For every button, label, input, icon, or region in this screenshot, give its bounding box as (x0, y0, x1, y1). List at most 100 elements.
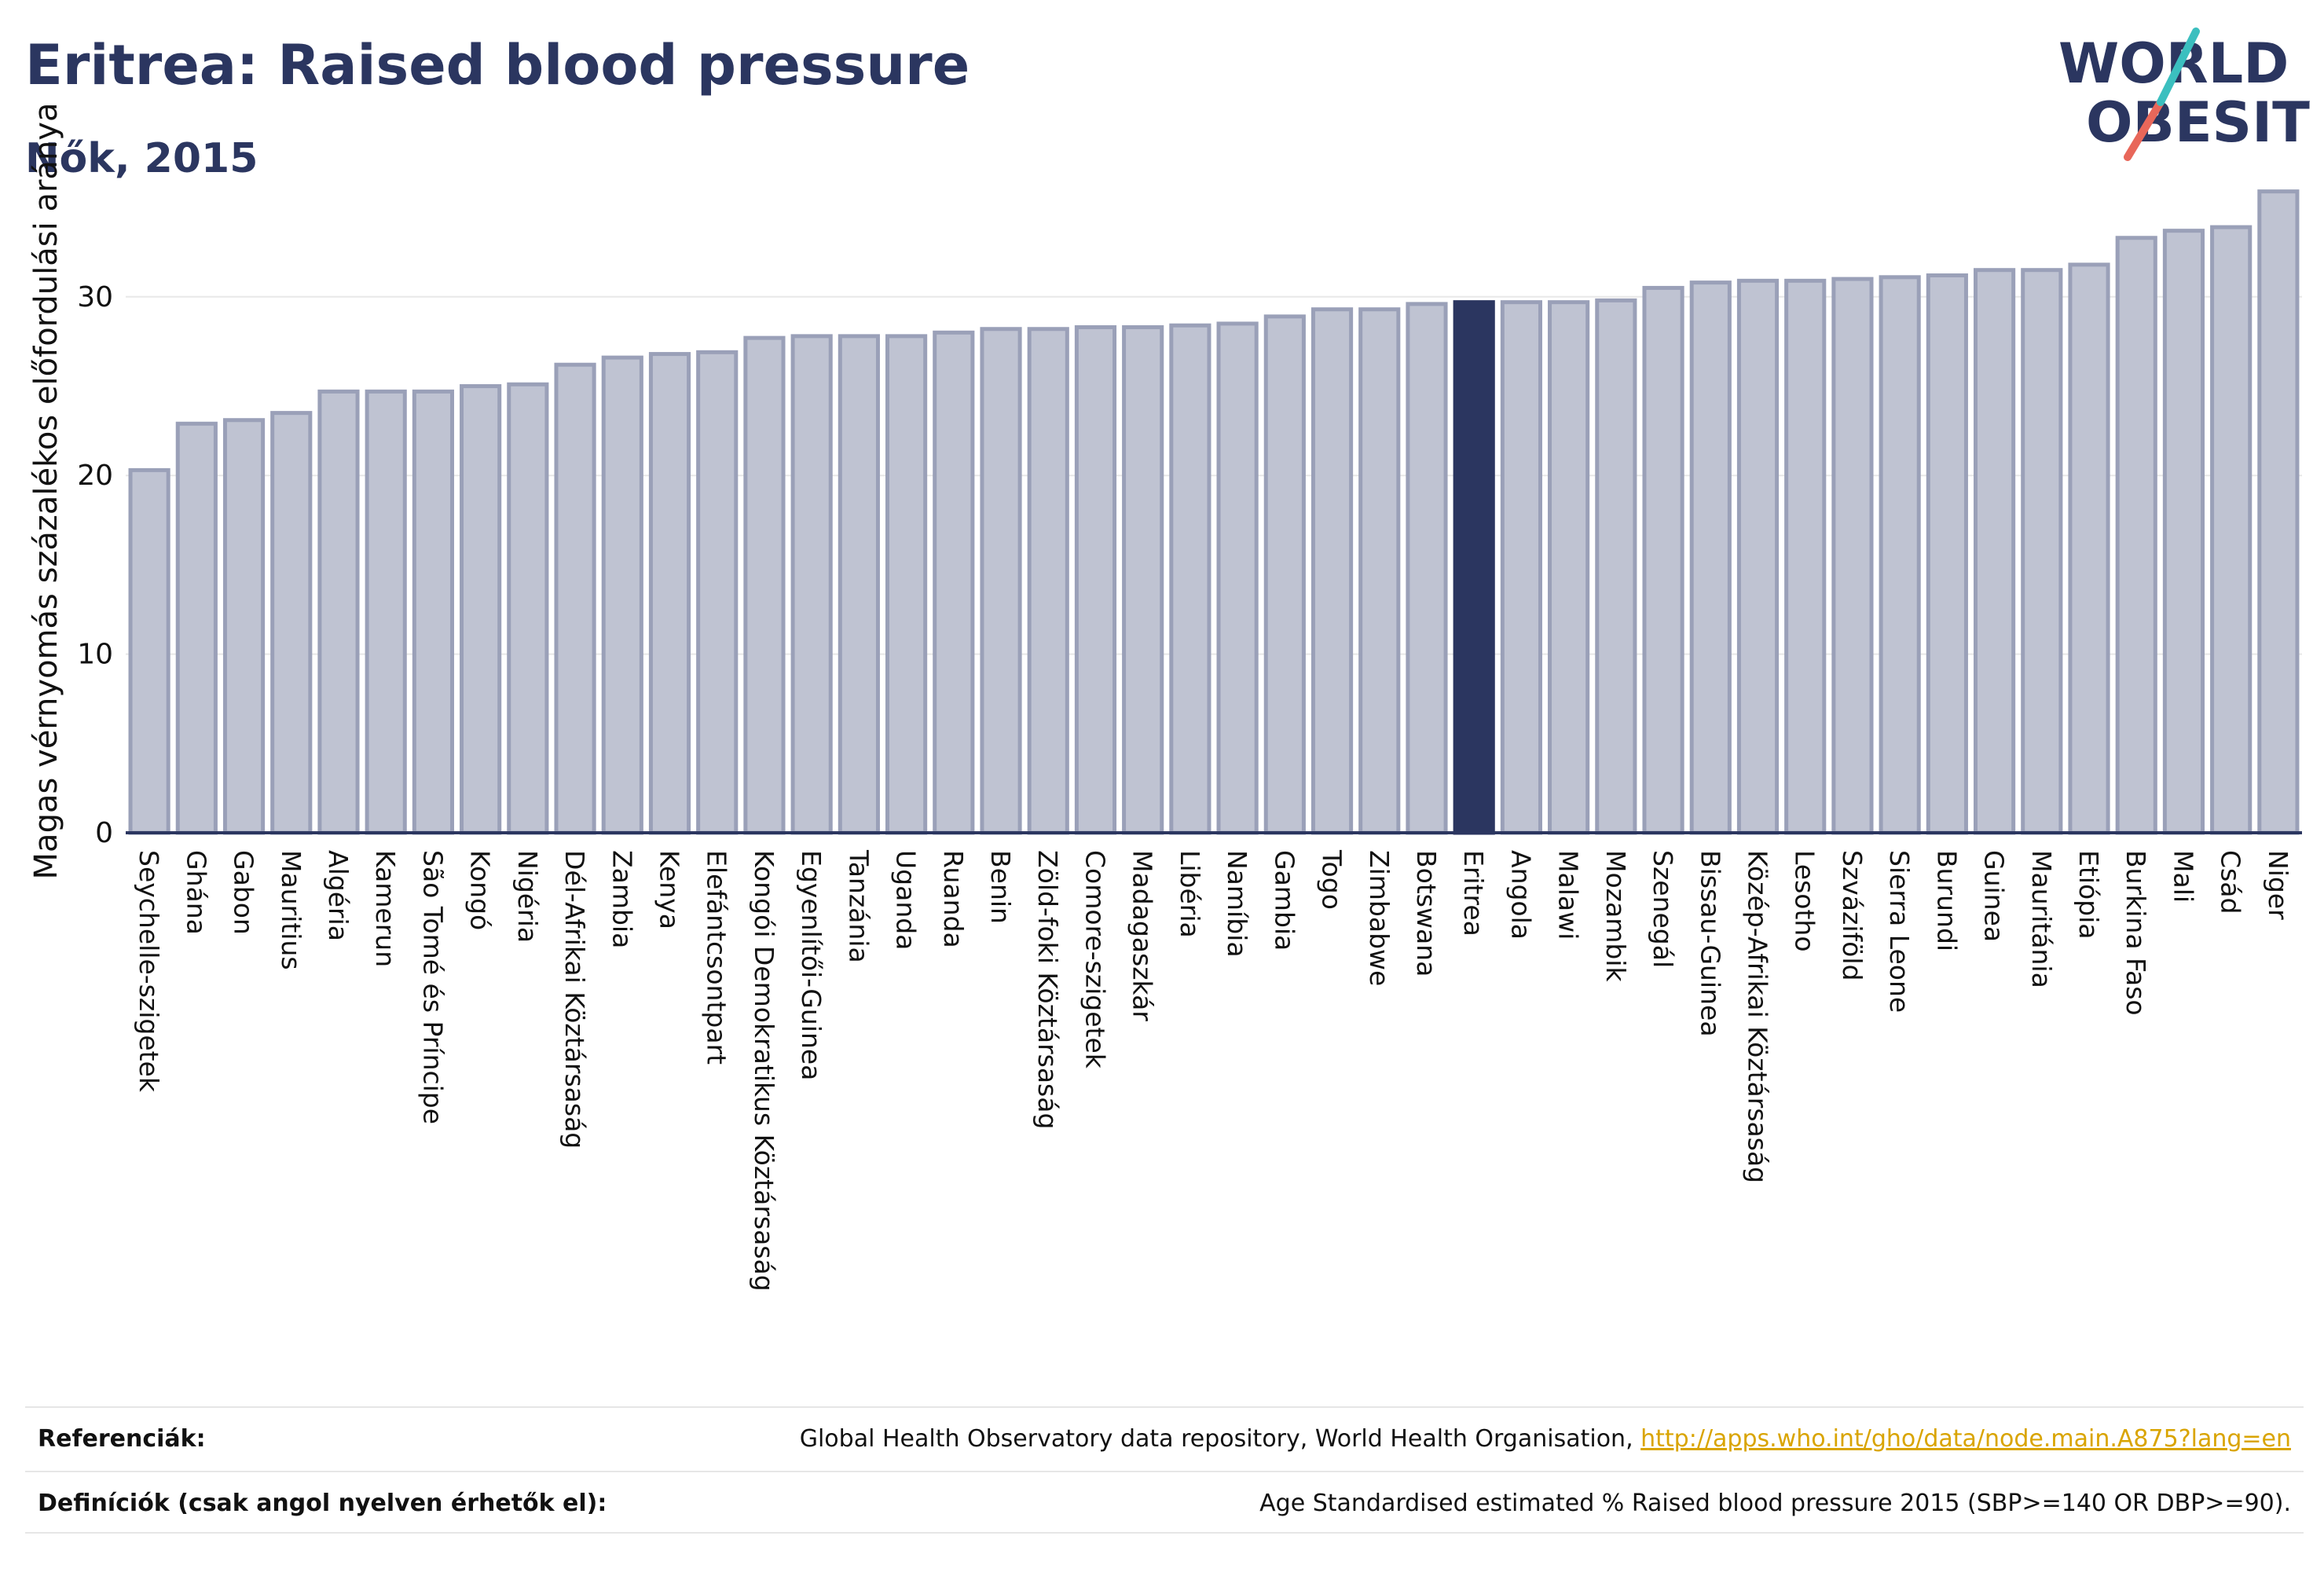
bar-szeneg-l (1642, 285, 1684, 835)
definitions-row: Definíciók (csak angol nyelven érhetők e… (25, 1471, 2304, 1535)
category-label: Burundi (1931, 850, 1962, 951)
logo-line1: WORLD (2058, 31, 2289, 96)
bar-chart: 0 10 20 30 Seychelle-szigetek Ghána Gabon Maur… (28, 103, 2302, 1292)
bar-mozambik (1595, 298, 1637, 835)
bar-lesotho (1784, 278, 1827, 835)
bar-gambia (1263, 314, 1306, 835)
bar-niger (2257, 189, 2300, 835)
category-label: Lesotho (1790, 850, 1820, 952)
category-label: Eritrea (1458, 850, 1489, 936)
y-axis-label: Magas vérnyomás százalékos előfordulási … (28, 103, 64, 880)
references-label: Referenciák: (38, 1425, 206, 1453)
bar-benin (980, 327, 1022, 835)
bar-bissau-guinea (1689, 280, 1732, 835)
category-label: Kamerun (370, 850, 401, 967)
bar-madagaszk-r (1122, 324, 1164, 835)
category-label: Kenya (654, 850, 685, 929)
world-obesity-logo: WORLD OBESITY (2058, 27, 2310, 161)
category-label: Bissau-Guinea (1695, 850, 1725, 1037)
logo-line2: OBESITY (2086, 90, 2310, 155)
bar-gh-na (175, 421, 218, 835)
category-label: Kongói Demokratikus Köztársaság (749, 850, 779, 1292)
references-row: Referenciák: Global Health Observatory d… (25, 1406, 2304, 1471)
category-label: Mozambik (1600, 850, 1631, 982)
category-label: Nigéria (512, 850, 543, 943)
bar-cs-d (2210, 225, 2253, 835)
category-label: Egyenlítői-Guinea (796, 850, 827, 1080)
bar-sierra-leone (1879, 275, 1921, 835)
category-label: Mauritius (276, 850, 306, 970)
category-label: São Tomé és Príncipe (417, 850, 448, 1124)
bar-kenya (648, 352, 691, 835)
bar-elef-ntcsontpart (696, 350, 739, 835)
bar-seychelle-szigetek (128, 467, 170, 835)
bar-kamerun (365, 389, 407, 835)
category-label: Ruanda (938, 850, 969, 948)
category-label: Niger (2263, 850, 2293, 920)
category-label: Elefántcsontpart (702, 850, 732, 1065)
bar-mali (2162, 229, 2205, 835)
bars (128, 189, 2300, 835)
bar-uganda (885, 334, 928, 835)
bar-szv-zif-ld (1831, 277, 1874, 835)
category-label: Gabon (229, 850, 259, 935)
category-label: Togo (1317, 849, 1347, 910)
bar-zambia (601, 355, 643, 835)
category-label: Angola (1505, 850, 1536, 940)
bar-s-o-tom-s-pr-ncipe (412, 389, 455, 835)
definitions-label: Definíciók (csak angol nyelven érhetők e… (38, 1490, 607, 1517)
bar-comore-szigetek (1074, 324, 1117, 835)
bar-zimbabwe (1358, 307, 1401, 835)
category-label: Guinea (1979, 850, 2010, 942)
bar-angola (1500, 300, 1542, 835)
category-label: Malawi (1553, 850, 1584, 940)
category-label: Ghána (181, 850, 211, 935)
category-label: Zimbabwe (1364, 850, 1395, 986)
bar-eritrea (1453, 300, 1495, 835)
references-value: Global Health Observatory data repositor… (800, 1425, 2291, 1453)
category-label: Etiópia (2073, 850, 2104, 940)
bar-maurit-nia (2021, 268, 2063, 835)
bar-mauritius (270, 411, 313, 835)
bar-tanz-nia (838, 334, 880, 835)
y-tick-labels: 0 10 20 30 (77, 281, 113, 849)
definitions-value: Age Standardised estimated % Raised bloo… (1259, 1490, 2291, 1517)
bar-kong- (460, 384, 502, 835)
category-label: Szenegál (1648, 850, 1678, 968)
category-label: Madagaszkár (1127, 850, 1158, 1021)
y-tick-label: 0 (95, 817, 113, 849)
bar-k-z-p-afrikai-k-zt-rsas-g (1736, 278, 1780, 835)
category-label: Botswana (1411, 850, 1442, 977)
category-label: Tanzánia (843, 849, 874, 963)
y-tick-label: 10 (77, 639, 113, 671)
bar-lib-ria (1169, 323, 1211, 835)
bar-nig-ria (507, 382, 549, 835)
y-tick-label: 30 (77, 281, 113, 313)
bar-kong-i-demokratikus-k-zt-rsas-g (743, 335, 786, 835)
category-label: Kongó (465, 850, 496, 930)
references-link[interactable]: http://apps.who.int/gho/data/node.main.A… (1640, 1425, 2291, 1453)
bar-nam-bia (1216, 321, 1259, 835)
category-label: Burkina Faso (2121, 850, 2151, 1016)
category-label: Comore-szigetek (1080, 850, 1110, 1069)
bar-egyenl-t-i-guinea (790, 334, 833, 835)
bar-ruanda (933, 330, 975, 835)
category-label: Libéria (1175, 850, 1205, 938)
category-label: Szváziföld (1837, 850, 1868, 980)
bar-togo (1310, 307, 1354, 835)
category-labels: Seychelle-szigetek Ghána Gabon Mauritius Alg… (134, 849, 2293, 1292)
bar-alg-ria (317, 389, 360, 835)
category-label: Zambia (607, 850, 637, 948)
category-label: Algéria (323, 850, 354, 941)
category-label: Zöld-foki Köztársaság (1032, 850, 1063, 1129)
chart-subtitle: Nők, 2015 (25, 135, 258, 182)
category-label: Namíbia (1222, 850, 1252, 958)
chart-title: Eritrea: Raised blood pressure (25, 33, 970, 97)
category-label: Közép-Afrikai Köztársaság (1743, 850, 1773, 1183)
bar-eti-pia (2068, 262, 2110, 835)
category-label: Csád (2216, 850, 2246, 914)
bar-malawi (1548, 300, 1590, 835)
references-text: Global Health Observatory data repositor… (799, 1425, 1641, 1453)
bar-gabon (222, 418, 266, 835)
category-label: Mauritánia (2026, 850, 2057, 988)
